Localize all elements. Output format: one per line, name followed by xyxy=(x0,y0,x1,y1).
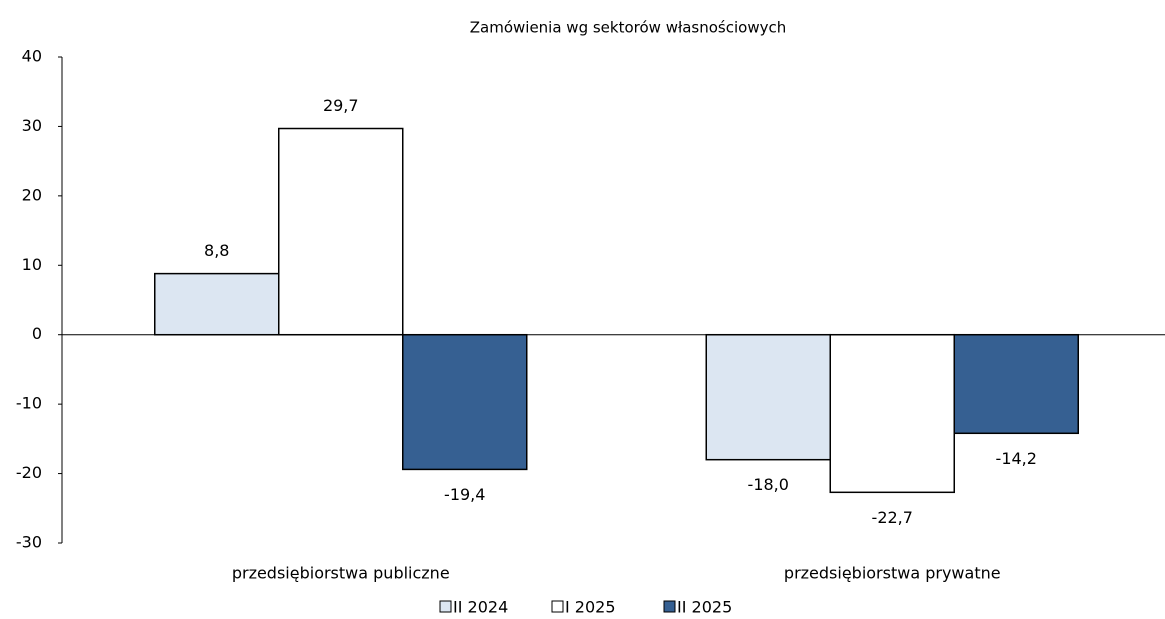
bar xyxy=(705,333,831,461)
chart-title: Zamówienia wg sektorów własnościowych xyxy=(470,19,786,37)
legend-swatch xyxy=(663,600,676,613)
y-tick-label: -10 xyxy=(16,394,42,413)
bar xyxy=(402,333,528,471)
data-label: -19,4 xyxy=(444,485,485,504)
y-tick-label: 20 xyxy=(22,185,42,204)
data-label: 8,8 xyxy=(204,241,229,260)
y-tick-label: -20 xyxy=(16,463,42,482)
legend-swatch xyxy=(551,600,564,613)
y-tick-label: 40 xyxy=(22,47,42,66)
bar xyxy=(953,333,1079,435)
data-label: -14,2 xyxy=(996,449,1037,468)
legend-label: I 2025 xyxy=(565,598,616,617)
x-tick-label: przedsiębiorstwa prywatne xyxy=(784,564,1001,583)
y-tick-label: 0 xyxy=(32,324,42,343)
legend-swatch xyxy=(439,600,452,613)
bar xyxy=(829,333,955,494)
bar xyxy=(278,127,404,336)
legend-label: II 2024 xyxy=(453,598,508,617)
y-tick-label: 30 xyxy=(22,116,42,135)
data-label: -18,0 xyxy=(748,475,789,494)
legend-label: II 2025 xyxy=(677,598,732,617)
data-label: 29,7 xyxy=(323,96,359,115)
data-label: -22,7 xyxy=(872,508,913,527)
x-tick-label: przedsiębiorstwa publiczne xyxy=(232,564,450,583)
y-tick-label: -30 xyxy=(16,533,42,552)
y-tick-label: 10 xyxy=(22,255,42,274)
bar xyxy=(154,272,280,336)
